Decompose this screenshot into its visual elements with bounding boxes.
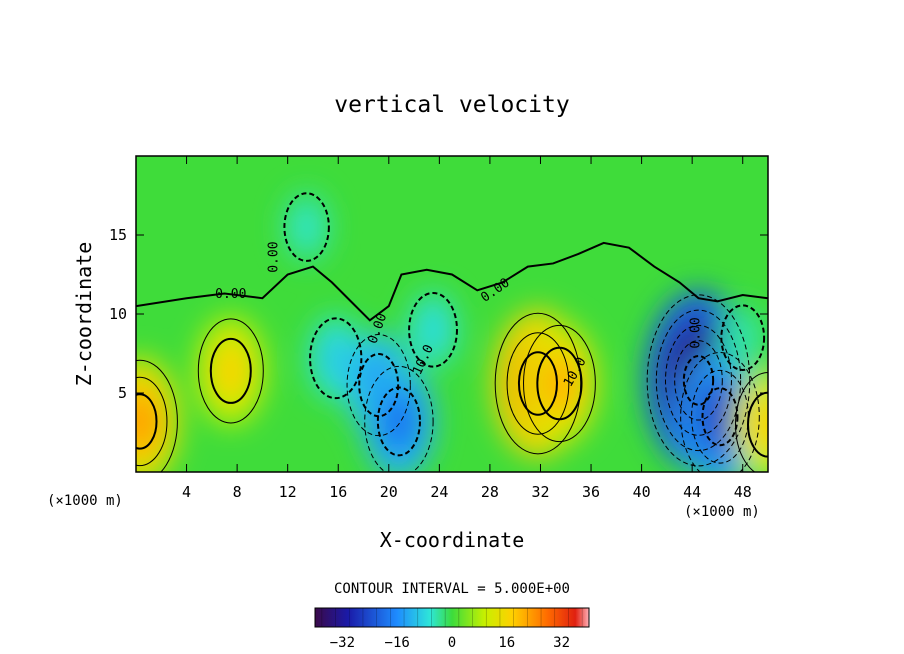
- contour-line: [517, 351, 558, 416]
- contour-line: [506, 332, 570, 435]
- field-blob: [136, 402, 152, 441]
- x-tick-label: 28: [481, 483, 499, 501]
- contour-lines: [136, 192, 768, 472]
- contour-line: [364, 365, 434, 472]
- contour-line: [720, 304, 766, 372]
- contour-label: 0.00: [689, 317, 704, 348]
- x-tick-label: 32: [531, 483, 549, 501]
- contour-line: [408, 291, 458, 368]
- x-axis-label: X-coordinate: [380, 528, 525, 552]
- field-blob: [425, 318, 441, 342]
- contour-interval-text: CONTOUR INTERVAL = 5.000E+00: [334, 581, 570, 597]
- contour-line: [674, 340, 723, 421]
- chart-title: vertical velocity: [334, 92, 569, 118]
- colorbar-ticks: −32 −16 0 16 32: [321, 608, 583, 651]
- contour-line: [209, 337, 252, 404]
- field-blob: [746, 390, 768, 459]
- x-tick-label: 16: [329, 483, 347, 501]
- x-tick-label: 8: [233, 483, 242, 501]
- colorbar-tick-label: 16: [498, 635, 515, 651]
- contour-line: [701, 387, 739, 447]
- x-tick-label: 40: [633, 483, 651, 501]
- field-blob: [327, 345, 344, 371]
- x-unit-right: (×1000 m): [684, 504, 760, 520]
- zero-contour: [136, 241, 768, 322]
- contour-line: [197, 318, 264, 424]
- contour-line: [309, 317, 363, 400]
- contour-line: [655, 309, 742, 452]
- x-tick-label: 12: [279, 483, 297, 501]
- x-tick-label: 4: [182, 483, 191, 501]
- colorbar-tick-label: 32: [553, 635, 570, 651]
- contour-line: [536, 346, 583, 421]
- colorbar-tick-label: −16: [385, 635, 410, 651]
- contour-line: [283, 192, 330, 262]
- contour-line: [747, 391, 768, 458]
- contour-line: [735, 372, 768, 472]
- contour-label: 0.00: [215, 287, 246, 302]
- x-unit-left: (×1000 m): [47, 493, 123, 509]
- y-tick-label: 15: [109, 226, 127, 244]
- field-blob: [757, 408, 768, 442]
- contour-line: [523, 324, 596, 443]
- y-tick-label: 10: [109, 305, 127, 323]
- contour-line: [665, 324, 732, 436]
- colorbar: [314, 607, 590, 628]
- x-axis: 4 8 12 16 20 24 28 32 36 40 44 48: [182, 156, 752, 501]
- colorbar-tick-label: −32: [330, 635, 355, 651]
- contour-line: [376, 386, 421, 457]
- contour-line: [136, 359, 178, 472]
- colorbar-tick-label: 0: [448, 635, 456, 651]
- contour-line: [682, 354, 715, 406]
- x-tick-label: 36: [582, 483, 600, 501]
- contour-label: 0.00: [267, 241, 282, 272]
- contour-line: [136, 393, 158, 450]
- contour-line: [136, 376, 168, 467]
- x-tick-label: 20: [380, 483, 398, 501]
- field-blob: [707, 396, 733, 437]
- field-blob: [220, 354, 242, 388]
- contour-line: [346, 334, 411, 437]
- y-axis: 5 10 15: [109, 226, 768, 402]
- y-axis-label: Z-coordinate: [72, 242, 96, 387]
- y-tick-label: 5: [118, 384, 127, 402]
- field-blob: [548, 365, 571, 402]
- contour-line: [646, 294, 751, 467]
- x-tick-label: 48: [734, 483, 752, 501]
- contour-line: [680, 351, 760, 472]
- x-tick-label: 44: [683, 483, 701, 501]
- x-tick-label: 24: [430, 483, 448, 501]
- field-blob: [299, 216, 314, 238]
